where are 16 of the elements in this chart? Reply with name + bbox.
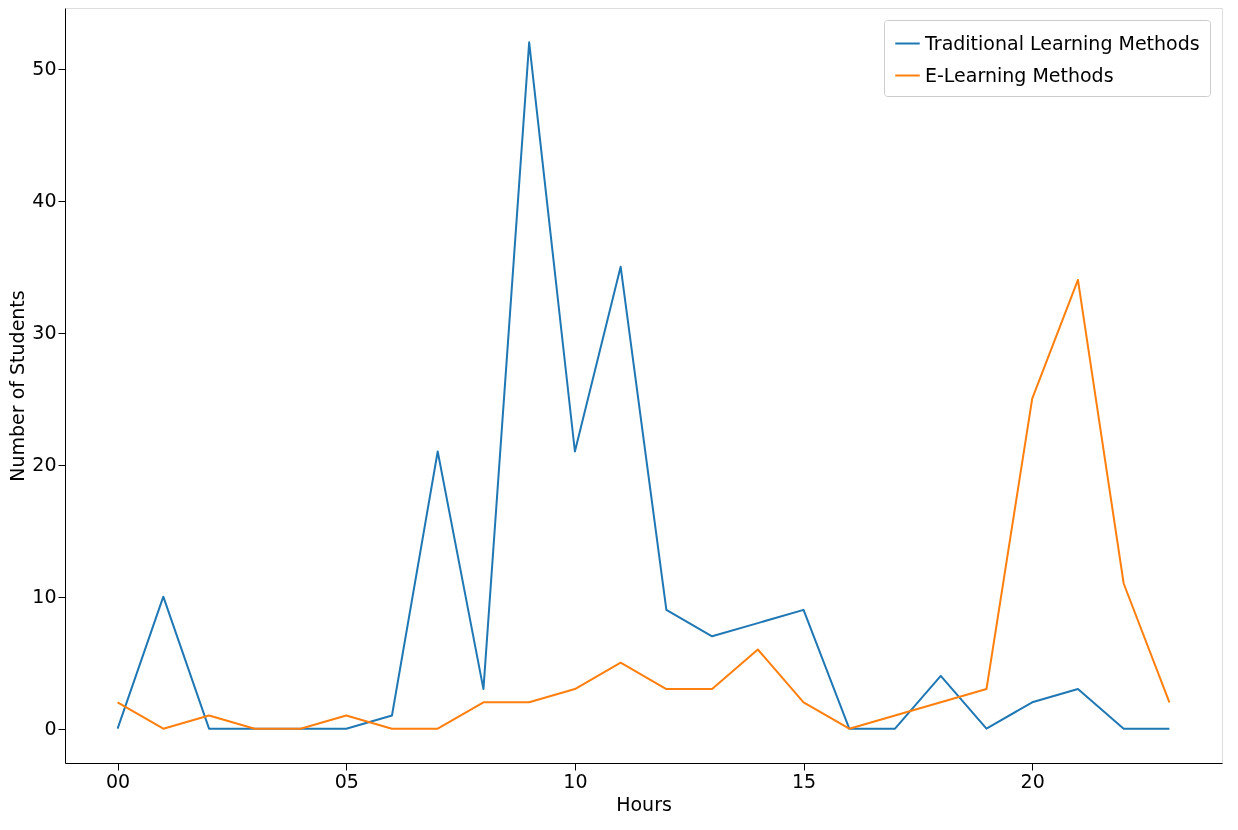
legend-label: E-Learning Methods: [925, 63, 1114, 86]
y-tick-label: 0: [44, 717, 57, 740]
y-tick-label: 20: [32, 453, 57, 476]
y-tick-label: 50: [32, 57, 57, 80]
x-tick-label: 10: [563, 769, 588, 792]
x-axis-title: Hours: [616, 792, 672, 815]
line-series: [116, 278, 1171, 730]
x-tick-label: 15: [791, 769, 817, 792]
x-tick-label: 05: [334, 769, 359, 792]
x-tick-label: 00: [106, 769, 131, 792]
y-tick-label: 40: [32, 189, 57, 212]
y-tick-label: 30: [32, 321, 57, 344]
legend-label: Traditional Learning Methods: [924, 31, 1200, 54]
y-axis-title: Number of Students: [6, 290, 29, 482]
x-tick-label: 20: [1020, 769, 1045, 792]
y-tick-label: 10: [32, 585, 57, 608]
